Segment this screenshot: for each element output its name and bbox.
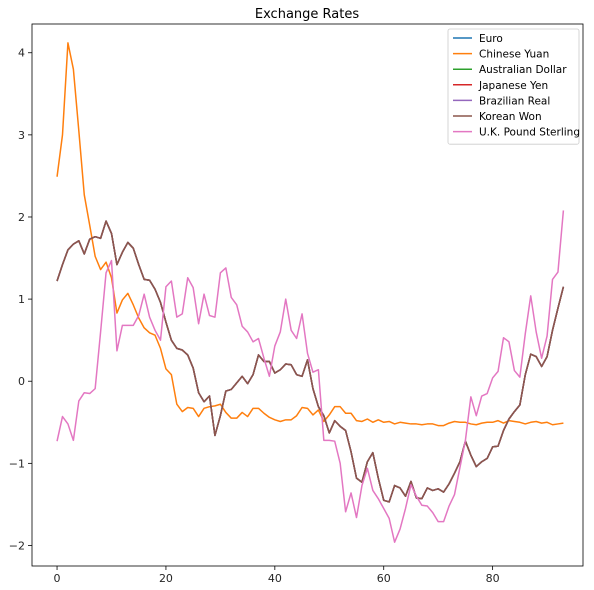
y-tick-label: 1 — [18, 293, 25, 306]
legend-label-australian-dollar: Australian Dollar — [479, 64, 567, 76]
series-line-korean-won — [56, 220, 565, 503]
legend-label-brazilian-real: Brazilian Real — [479, 95, 550, 107]
y-tick-label: 2 — [18, 211, 25, 224]
y-tick-label: 4 — [18, 47, 25, 60]
legend-label-u-k-pound-sterling: U.K. Pound Sterling — [479, 127, 580, 139]
x-tick-label: 40 — [268, 572, 282, 585]
y-tick-label: −2 — [9, 539, 25, 552]
y-tick-label: −1 — [9, 457, 25, 470]
chart-title: Exchange Rates — [255, 7, 359, 22]
legend-label-japanese-yen: Japanese Yen — [478, 80, 548, 92]
y-tick-label: 3 — [18, 129, 25, 142]
x-tick-label: 20 — [159, 572, 173, 585]
x-tick-label: 80 — [486, 572, 500, 585]
legend-label-euro: Euro — [479, 33, 503, 45]
x-tick-label: 0 — [54, 572, 61, 585]
legend: Euro Chinese Yuan Australian Dollar Japanes… — [447, 28, 580, 145]
plot-frame — [31, 23, 584, 567]
series-line-u-k-pound-sterling — [56, 210, 565, 543]
legend-label-korean-won: Korean Won — [479, 111, 542, 123]
x-tick-label: 60 — [377, 572, 391, 585]
y-tick-label: 0 — [18, 375, 25, 388]
legend-box — [447, 28, 580, 145]
series-line-chinese-yuan — [56, 42, 564, 427]
legend-label-chinese-yuan: Chinese Yuan — [479, 49, 549, 61]
